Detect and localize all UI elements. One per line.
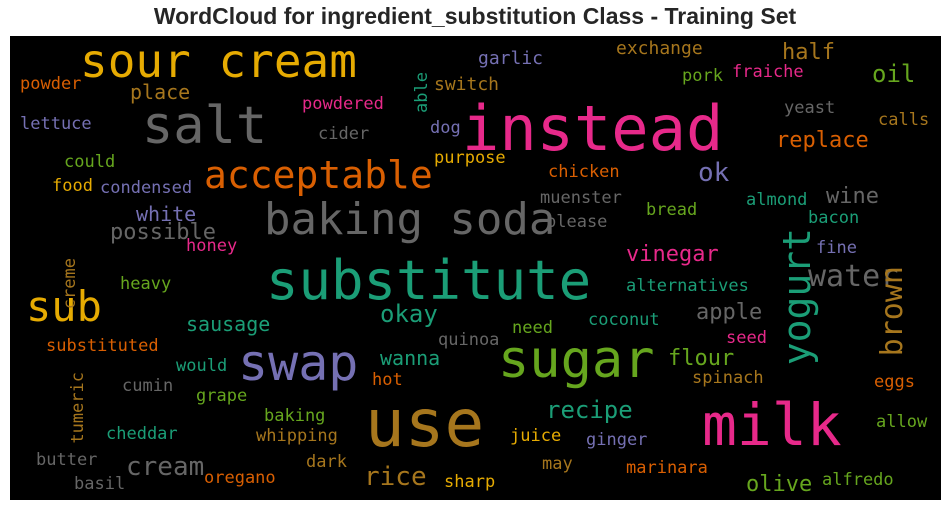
word-salt: salt [142, 96, 268, 156]
word-fraiche: fraiche [732, 62, 804, 82]
word-possible: possible [110, 220, 216, 245]
word-lettuce: lettuce [20, 114, 92, 134]
word-powdered: powdered [302, 94, 384, 114]
word-alfredo: alfredo [822, 470, 894, 490]
word-may: may [542, 454, 573, 474]
word-purpose: purpose [434, 148, 506, 168]
word-vinegar: vinegar [626, 242, 719, 267]
word-pork: pork [682, 66, 723, 86]
word-grape: grape [196, 386, 248, 406]
word-recipe: recipe [546, 396, 633, 424]
word-hot: hot [372, 370, 403, 390]
word-wine: wine [826, 184, 879, 209]
word-whipping: whipping [256, 426, 338, 446]
word-could: could [64, 152, 116, 172]
word-juice: juice [510, 426, 562, 446]
word-switch: switch [434, 74, 500, 95]
word-chicken: chicken [548, 162, 620, 182]
word-sausage: sausage [186, 312, 271, 336]
word-water: water [808, 259, 899, 294]
word-sugar: sugar [498, 330, 655, 390]
word-almond: almond [746, 190, 808, 210]
word-need: need [512, 318, 553, 338]
word-dark: dark [306, 452, 347, 472]
word-oil: oil [872, 60, 916, 88]
word-exchange: exchange [616, 38, 703, 59]
word-apple: apple [696, 300, 763, 325]
word-heavy: heavy [120, 274, 172, 294]
word-bacon: bacon [808, 208, 860, 228]
word-brown: brown [875, 266, 910, 357]
word-substitute: substitute [266, 249, 592, 312]
word-olive: olive [746, 472, 813, 497]
word-sour-cream: sour cream [80, 36, 357, 88]
word-acceptable: acceptable [204, 153, 433, 197]
word-powder: powder [20, 74, 82, 94]
word-white: white [136, 202, 197, 226]
word-yogurt: yogurt [775, 228, 819, 366]
word-yeast: yeast [784, 98, 836, 118]
word-fine: fine [816, 238, 857, 258]
word-would: would [176, 356, 228, 376]
word-sharp: sharp [444, 472, 496, 492]
word-place: place [130, 80, 191, 104]
word-quinoa: quinoa [438, 330, 500, 350]
word-ok: ok [698, 158, 730, 188]
word-honey: honey [186, 236, 238, 256]
word-able: able [412, 72, 432, 113]
word-cider: cider [318, 124, 370, 144]
word-milk: milk [702, 391, 842, 459]
word-condensed: condensed [100, 178, 193, 198]
word-baking: baking [264, 406, 326, 426]
word-okay: okay [380, 300, 438, 328]
word-basil: basil [74, 474, 126, 494]
word-calls: calls [878, 110, 930, 130]
word-muenster: muenster [540, 188, 622, 208]
word-flour: flour [668, 346, 735, 371]
word-butter: butter [36, 450, 98, 470]
word-ginger: ginger [586, 430, 648, 450]
word-alternatives: alternatives [626, 276, 749, 296]
word-cream: cream [126, 452, 205, 482]
word-sub: sub [26, 282, 102, 331]
word-rice: rice [364, 462, 427, 492]
word-use: use [365, 385, 485, 462]
word-replace: replace [776, 128, 869, 153]
word-creme: creme [60, 258, 80, 310]
word-seed: seed [726, 328, 767, 348]
word-half: half [782, 40, 835, 65]
word-please: please [546, 212, 608, 232]
word-bread: bread [646, 200, 698, 220]
word-marinara: marinara [626, 458, 708, 478]
word-coconut: coconut [588, 310, 660, 330]
word-baking-soda: baking soda [264, 194, 556, 245]
word-wanna: wanna [380, 346, 441, 370]
word-eggs: eggs [874, 372, 915, 392]
word-swap: swap [238, 334, 359, 392]
word-tumeric: tumeric [68, 372, 88, 444]
word-oregano: oregano [204, 468, 276, 488]
word-cheddar: cheddar [106, 424, 178, 444]
chart-title: WordCloud for ingredient_substitution Cl… [153, 3, 797, 29]
word-allow: allow [876, 412, 928, 432]
word-instead: instead [462, 92, 724, 165]
word-cloud-canvas: sour cream instead salt acceptable baking so… [10, 36, 941, 500]
word-substituted: substituted [46, 336, 159, 356]
word-dog: dog [430, 118, 461, 138]
word-cumin: cumin [122, 376, 174, 396]
word-food: food [52, 176, 93, 196]
word-spinach: spinach [692, 368, 764, 388]
word-garlic: garlic [478, 48, 544, 69]
